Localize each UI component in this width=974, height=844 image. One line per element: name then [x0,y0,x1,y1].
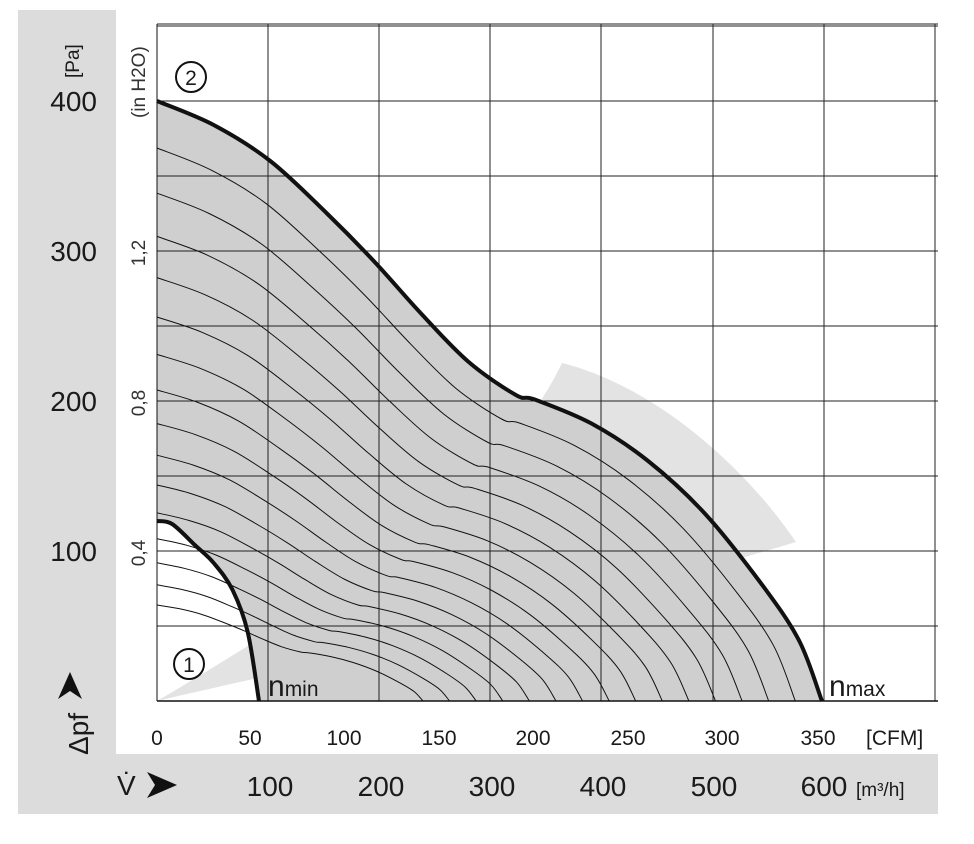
x-tick-label: 300 [469,771,516,802]
x-axis-arrow-icon [147,772,177,798]
y-unit-inh2o: (in H2O) [129,46,150,118]
y-tick-label: 200 [50,386,97,417]
x-tick-label: 50 [238,727,261,750]
speed-curve [156,389,637,702]
x-tick-label: 150 [421,727,456,750]
x-tick-label: 100 [247,771,294,802]
nmax-label: nmax [829,670,886,703]
y-axis-pa-ticks: 100 200 300 400 [50,86,97,567]
y-tick-label: 400 [50,86,97,117]
nmax-curve [156,99,824,702]
y-axis-inh2o-ticks: 0,4 0,8 1,2 [129,240,150,566]
speed-curve [156,562,477,702]
speed-curve [156,423,610,702]
y-axis-title: Δpf [58,672,94,755]
x-tick-label: 600 [801,771,848,802]
svg-text:2: 2 [185,67,197,90]
x-tick-label: 100 [326,727,361,750]
x-axis-cfm-ticks: 0 50 100 150 200 250 300 350 [151,727,835,750]
speed-curves [156,147,796,702]
marker-1-icon: 1 [173,648,205,680]
y2-tick-label: 0,4 [129,539,150,566]
x-tick-label: 500 [691,771,738,802]
x-tick-label: 200 [358,771,405,802]
speed-curve [156,512,530,702]
x-tick-label: 400 [580,771,627,802]
x-unit-m3h: [m³/h] [856,780,905,801]
marker-2-icon: 2 [175,61,207,93]
svg-text:V̇: V̇ [117,770,136,801]
nmin-label: nmin [268,670,319,703]
y-tick-label: 300 [50,236,97,267]
y-tick-label: 100 [50,536,97,567]
speed-curve [156,604,424,702]
x-tick-label: 0 [151,727,163,750]
speed-curve [156,454,584,702]
speed-curve [156,192,770,702]
x-tick-label: 250 [610,727,645,750]
x-axis-m3h-ticks: 100 200 300 400 500 600 [247,771,848,802]
nmin-curve [156,519,261,702]
speed-curve [156,235,743,702]
y2-tick-label: 0,8 [129,390,150,416]
speed-curve [156,147,796,702]
speed-curve [156,538,504,702]
y2-tick-label: 1,2 [129,240,150,266]
x-tick-label: 200 [515,727,550,750]
x-axis-title: V̇ [117,770,177,801]
speed-curve [156,484,557,702]
speed-curve [156,316,690,702]
speed-curve [156,353,663,702]
speed-curve [156,277,716,702]
svg-text:Δpf: Δpf [63,713,94,755]
x-tick-label: 350 [800,727,835,750]
x-tick-label: 300 [704,727,739,750]
y-unit-pa: [Pa] [63,44,84,78]
y-axis-arrow-icon [58,672,82,699]
svg-text:1: 1 [183,654,195,677]
x-unit-cfm: [CFM] [866,727,923,750]
speed-curve [156,584,450,702]
